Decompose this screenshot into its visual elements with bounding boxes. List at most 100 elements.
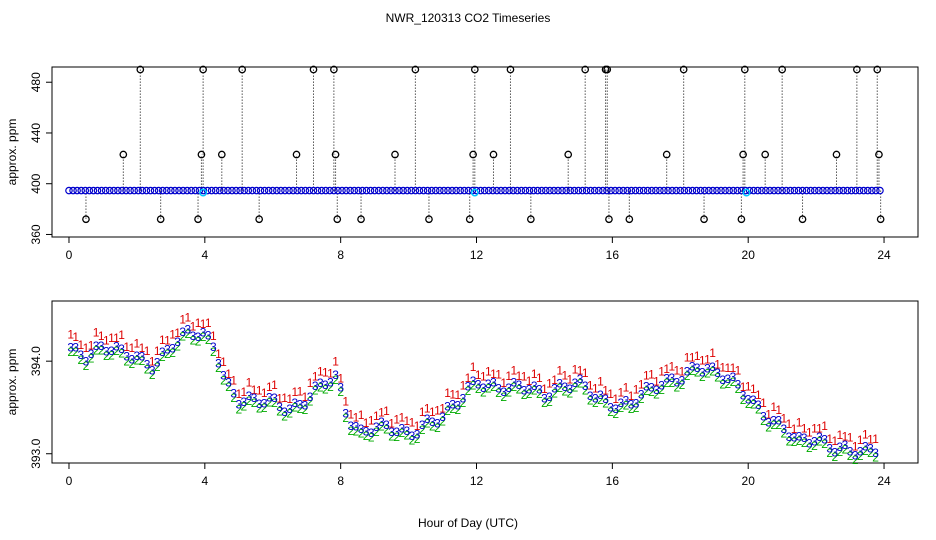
baseline-point [851, 186, 860, 195]
series-3-point: 3 [740, 389, 747, 403]
flagged-point [255, 215, 264, 224]
series-3-point: 3 [460, 391, 467, 405]
series-1-point: 1 [811, 422, 818, 436]
cyan-point [470, 188, 479, 197]
series-2-point: 2 [674, 380, 681, 394]
series-2-point: 2 [179, 330, 186, 344]
series-1-point: 1 [398, 411, 405, 425]
baseline-point [863, 186, 872, 195]
top-y-axis-label: approx. ppm [5, 119, 19, 186]
series-1-point: 1 [592, 381, 599, 395]
flagged-point [331, 150, 340, 159]
baseline-point [668, 186, 676, 195]
series-2-point: 2 [505, 385, 512, 399]
series-2-point: 2 [719, 377, 726, 391]
series-1-point: 1 [67, 327, 74, 341]
series-1-point: 1 [801, 421, 808, 435]
series-3-point: 3 [332, 368, 339, 382]
series-2-point: 2 [709, 364, 716, 378]
series-1-point: 1 [174, 326, 181, 340]
baseline-point [317, 186, 326, 195]
series-1-point: 1 [831, 434, 838, 448]
series-2-point: 2 [781, 426, 788, 440]
baseline-point [411, 186, 420, 195]
series-1-point: 1 [108, 331, 115, 345]
baseline-point [782, 186, 791, 195]
series-1-point: 1 [179, 313, 186, 327]
series-1-point: 1 [872, 432, 879, 446]
baseline-point [672, 186, 680, 195]
series-1-point: 1 [383, 404, 390, 418]
series-1-point: 1 [210, 329, 217, 343]
series-1-point: 1 [500, 376, 507, 390]
series-3-point: 3 [342, 406, 349, 420]
flagged-point [876, 215, 885, 224]
series-3-point: 3 [429, 415, 436, 429]
series-2-point: 2 [348, 424, 355, 438]
series-3-point: 3 [587, 389, 594, 403]
baseline-point [191, 186, 200, 195]
baseline-point [876, 186, 884, 195]
series-3-point: 3 [393, 425, 400, 439]
baseline-point [374, 186, 383, 195]
baseline-point [325, 186, 334, 195]
flagged-point [679, 65, 688, 74]
baseline-point [73, 186, 81, 195]
baseline-point [819, 186, 827, 195]
series-2-point: 2 [241, 399, 248, 413]
series-1-point: 1 [373, 409, 380, 423]
series-3-point: 3 [179, 325, 186, 339]
series-1-point: 1 [674, 363, 681, 377]
series-3-point: 3 [276, 400, 283, 414]
series-1-point: 1 [485, 364, 492, 378]
baseline-point [558, 186, 566, 195]
flagged-point [506, 65, 515, 74]
baseline-point [146, 186, 155, 195]
series-2-point: 2 [190, 333, 197, 347]
baseline-point [546, 186, 554, 195]
baseline-point [130, 186, 138, 195]
series-3-point: 3 [261, 396, 268, 410]
series-1-point: 1 [200, 317, 207, 331]
baseline-point [110, 186, 118, 195]
series-3-point: 3 [103, 344, 110, 358]
series-1-point: 1 [291, 385, 298, 399]
series-2-point: 2 [353, 424, 360, 438]
series-3-point: 3 [424, 412, 431, 426]
baseline-point [179, 186, 187, 195]
series-2-point: 2 [134, 354, 141, 368]
series-1-point: 1 [286, 392, 293, 406]
series-1-point: 1 [353, 411, 360, 425]
series-2-point: 2 [419, 423, 426, 437]
baseline-point [733, 186, 742, 195]
series-2-point: 2 [572, 381, 579, 395]
flagged-point [739, 150, 747, 159]
series-2-point: 2 [404, 428, 411, 442]
series-1-point: 1 [699, 353, 706, 367]
series-3-point: 3 [190, 329, 197, 343]
series-1-point: 1 [368, 414, 375, 428]
baseline-point [762, 186, 770, 195]
baseline-point [301, 186, 310, 195]
series-1-point: 1 [551, 373, 558, 387]
series-3-point: 3 [414, 427, 421, 441]
baseline-point [517, 186, 526, 195]
series-3-point: 3 [271, 391, 278, 405]
series-1-point: 1 [561, 369, 568, 383]
flagged-point [740, 65, 749, 74]
series-3-point: 3 [159, 345, 166, 359]
series-3-point: 3 [134, 349, 141, 363]
series-3-point: 3 [786, 430, 793, 444]
baseline-point [497, 186, 505, 195]
series-3-point: 3 [307, 390, 314, 404]
series-2-point: 2 [322, 382, 329, 396]
baseline-point [452, 186, 460, 195]
series-3-point: 3 [765, 416, 772, 430]
flagged-point [199, 65, 207, 74]
flagged-point [156, 215, 165, 224]
series-2-point: 2 [266, 395, 273, 409]
bottom-x-tick-label: 12 [470, 474, 484, 488]
series-3-point: 3 [363, 424, 370, 438]
series-1-point: 1 [617, 386, 624, 400]
baseline-point [293, 186, 301, 195]
